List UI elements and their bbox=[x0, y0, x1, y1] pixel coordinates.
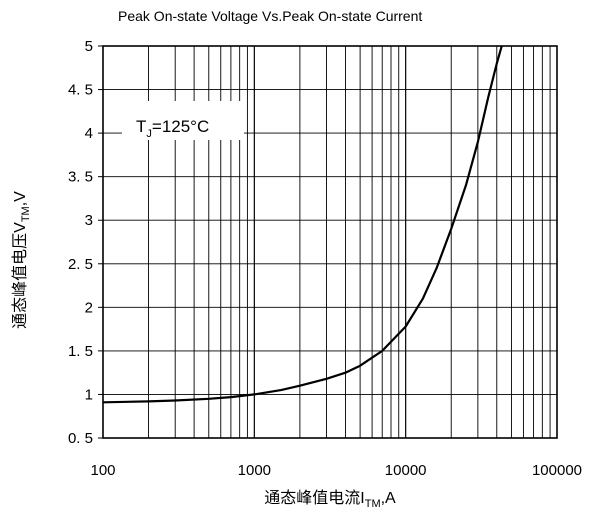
x-tick-label: 1000 bbox=[238, 462, 271, 479]
y-tick-label: 3 bbox=[85, 212, 93, 229]
y-tick-label: 2 bbox=[85, 299, 93, 316]
annotation-subscript: J bbox=[146, 128, 152, 140]
annotation-box: TJ=125°C bbox=[122, 101, 244, 140]
x-axis-label: 通态峰值电流ITM,A bbox=[264, 489, 396, 510]
x-label-subscript: TM bbox=[365, 498, 381, 510]
x-label-suffix: ,A bbox=[381, 490, 396, 507]
y-tick-label: 3. 5 bbox=[68, 169, 93, 186]
y-tick-label: 5 bbox=[85, 38, 93, 55]
plot-frame bbox=[102, 45, 558, 439]
annotation-symbol: T bbox=[136, 117, 146, 136]
y-axis-label: 通态峰值电压VTM,V bbox=[11, 191, 32, 329]
svg-text:TJ=125°C: TJ=125°C bbox=[136, 117, 209, 140]
chart-title: Peak On-state Voltage Vs.Peak On-state C… bbox=[118, 8, 422, 24]
y-tick-label: 1 bbox=[85, 386, 93, 403]
y-label-prefix: 通态峰值电压 bbox=[11, 233, 29, 329]
y-label-subscript: TM bbox=[20, 206, 32, 222]
tick-labels: 0. 5 1 1. 5 2 2. 5 3 3. 5 4 4. 5 5 100 1000 10000 100… bbox=[68, 38, 582, 479]
series-layer bbox=[103, 46, 503, 404]
y-tick-label: 2. 5 bbox=[68, 256, 93, 273]
y-tick-label: 4 bbox=[85, 125, 93, 142]
x-tick-label: 10000 bbox=[385, 462, 427, 479]
series-line bbox=[103, 46, 503, 404]
x-tick-label: 100000 bbox=[532, 462, 582, 479]
annotation-text: =125°C bbox=[152, 117, 209, 136]
y-tick-label: 0. 5 bbox=[68, 430, 93, 447]
y-label-suffix: ,V bbox=[12, 191, 29, 206]
y-label-symbol: V bbox=[12, 222, 29, 233]
x-label-prefix: 通态峰值电流 bbox=[264, 489, 360, 507]
x-tick-label: 100 bbox=[90, 462, 115, 479]
axes bbox=[98, 45, 558, 439]
x-label-symbol: I bbox=[360, 490, 364, 507]
y-tick-label: 4. 5 bbox=[68, 82, 93, 99]
y-tick-label: 1. 5 bbox=[68, 343, 93, 360]
